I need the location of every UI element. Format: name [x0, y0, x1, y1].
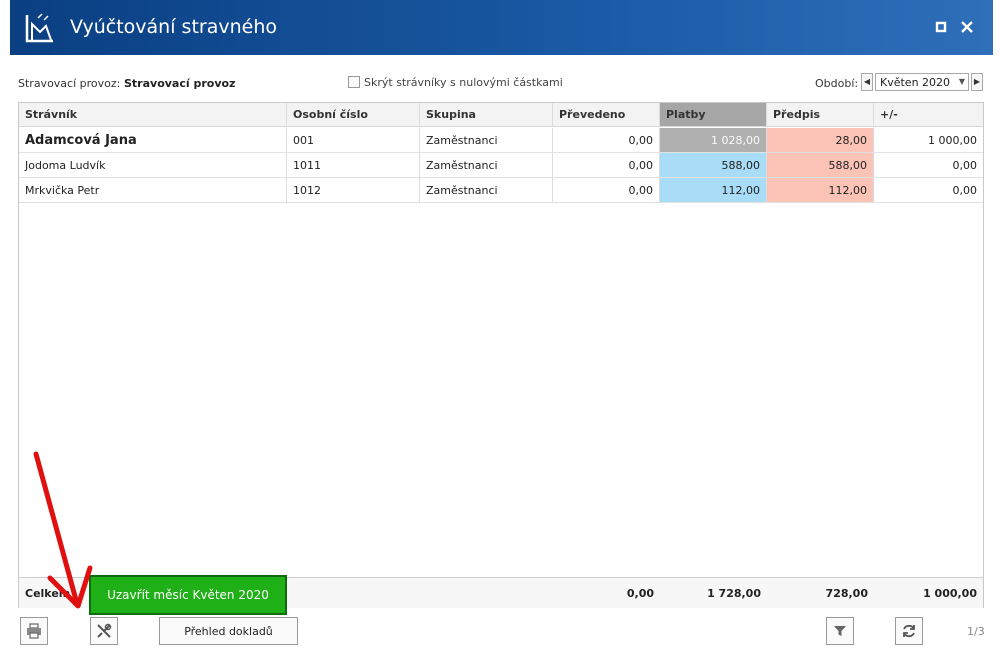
cell-number: 1012: [287, 178, 420, 202]
cell-transferred: 0,00: [553, 178, 660, 202]
refresh-icon: [903, 624, 915, 638]
footer-prescription: 728,00: [825, 586, 868, 600]
column-header-stravnik[interactable]: Strávník: [19, 103, 287, 126]
cell-transferred: 0,00: [553, 128, 660, 152]
cell-diff: 0,00: [952, 183, 978, 197]
chevron-down-icon: ▼: [958, 77, 965, 86]
filter-icon: [834, 626, 846, 636]
cell-group: Zaměstnanci: [420, 153, 553, 177]
column-header-skupina[interactable]: Skupina: [420, 103, 553, 126]
cell-name: Jodoma Ludvík: [19, 153, 287, 177]
tools-button[interactable]: [90, 617, 118, 645]
table-row[interactable]: Mrkvička Petr 1012 Zaměstnanci 0,00 112,…: [19, 178, 983, 203]
cell-number: 001: [287, 128, 420, 152]
title-bar: Vyúčtování stravného: [10, 0, 993, 55]
cell-diff: 1 000,00: [928, 133, 977, 147]
cell-group: Zaměstnanci: [420, 128, 553, 152]
filter-button[interactable]: [826, 617, 854, 645]
print-button[interactable]: [20, 617, 48, 645]
column-header-osobni-cislo[interactable]: Osobní číslo: [287, 103, 420, 126]
footer-transferred: 0,00: [626, 586, 654, 600]
footer-payments: 1 728,00: [707, 586, 761, 600]
cell-payments[interactable]: 1 028,00: [660, 128, 767, 152]
cell-prescription: 112,00: [767, 178, 874, 202]
period-select[interactable]: Květen 2020 ▼: [875, 73, 969, 91]
provoz-value[interactable]: Stravovací provoz: [124, 77, 236, 90]
column-header-predpis[interactable]: Předpis: [767, 103, 874, 126]
cell-number: 1011: [287, 153, 420, 177]
column-header-prevedeno[interactable]: Převedeno: [553, 103, 660, 126]
provoz-label: Stravovací provoz:: [18, 77, 121, 90]
app-logo-icon: [25, 13, 53, 43]
period-next-button[interactable]: ▶: [971, 73, 983, 91]
grid-header: Strávník Osobní číslo Skupina Převedeno …: [19, 103, 983, 127]
window-title: Vyúčtování stravného: [70, 16, 277, 38]
meals-grid: Strávník Osobní číslo Skupina Převedeno …: [18, 102, 984, 608]
footer-diff: 1 000,00: [923, 586, 977, 600]
period-prev-button[interactable]: ◀: [861, 73, 873, 91]
cell-group: Zaměstnanci: [420, 178, 553, 202]
documents-overview-button[interactable]: Přehled dokladů: [159, 617, 298, 645]
period-value: Květen 2020: [880, 76, 951, 89]
footer-empty: [420, 578, 553, 608]
footer-empty: [287, 578, 420, 608]
cell-diff: 0,00: [952, 158, 978, 172]
refresh-button[interactable]: [895, 617, 923, 645]
maximize-icon[interactable]: [932, 18, 950, 36]
filter-toolbar: Stravovací provoz: Stravovací provoz Skr…: [18, 72, 984, 94]
cell-name: Mrkvička Petr: [19, 178, 287, 202]
column-header-diff[interactable]: +/-: [880, 108, 898, 121]
cell-transferred: 0,00: [553, 153, 660, 177]
period-label: Období:: [815, 77, 859, 90]
column-header-platby[interactable]: Platby: [660, 103, 767, 126]
hide-zero-checkbox[interactable]: [348, 76, 360, 88]
tools-icon: [97, 623, 112, 638]
page-counter: 1/3: [967, 625, 985, 638]
red-arrow-icon: [33, 451, 93, 609]
printer-icon: [27, 623, 41, 639]
table-row[interactable]: Jodoma Ludvík 1011 Zaměstnanci 0,00 588,…: [19, 153, 983, 178]
cell-prescription: 588,00: [767, 153, 874, 177]
table-row[interactable]: Adamcová Jana 001 Zaměstnanci 0,00 1 028…: [19, 128, 983, 153]
close-icon[interactable]: [958, 18, 976, 36]
hide-zero-label[interactable]: Skrýt strávníky s nulovými částkami: [364, 76, 563, 89]
cell-prescription: 28,00: [767, 128, 874, 152]
cell-payments[interactable]: 588,00: [660, 153, 767, 177]
cell-name: Adamcová Jana: [19, 128, 287, 152]
close-month-button[interactable]: Uzavřít měsíc Květen 2020: [89, 575, 287, 615]
cell-payments[interactable]: 112,00: [660, 178, 767, 202]
